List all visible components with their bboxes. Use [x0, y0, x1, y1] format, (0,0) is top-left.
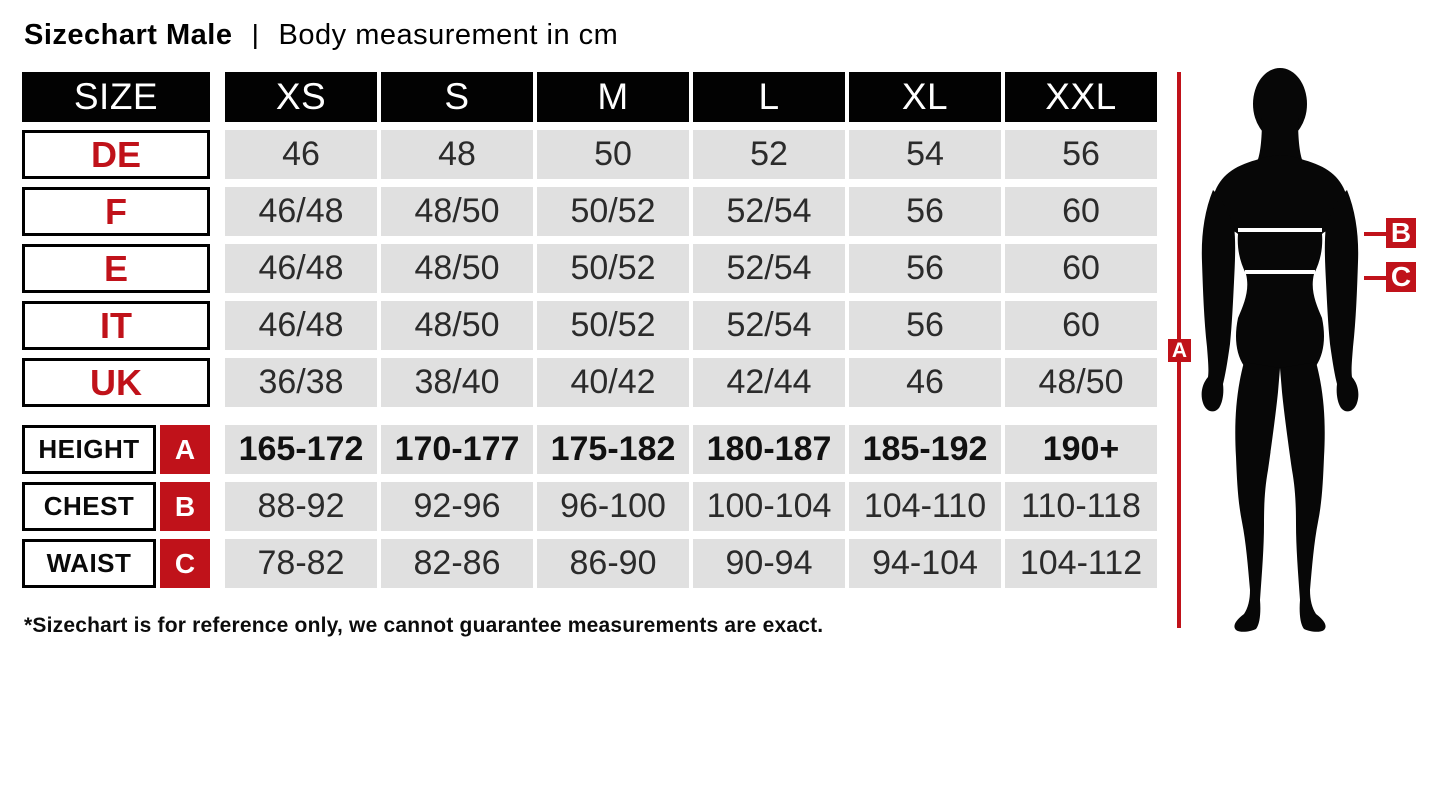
height-cell-xxl: 190+ [1005, 425, 1157, 474]
title-subtitle: Body measurement in cm [278, 19, 619, 51]
column-spacer [214, 482, 221, 531]
size-cell-f-s: 48/50 [381, 187, 533, 236]
column-header-size: SIZE [22, 72, 210, 122]
column-header-l: L [693, 72, 845, 122]
marker-a-cell: A [160, 425, 210, 474]
waist-cell-l: 90-94 [693, 539, 845, 588]
size-cell-de-s: 48 [381, 130, 533, 179]
height-cell-xl: 185-192 [849, 425, 1001, 474]
figure-marker-a: A [1168, 339, 1191, 362]
size-cell-it-xxl: 60 [1005, 301, 1157, 350]
body-measurement-table: HEIGHT A 165-172 170-177 175-182 180-187… [22, 425, 1157, 588]
size-cell-uk-xl: 46 [849, 358, 1001, 407]
size-cell-uk-xxl: 48/50 [1005, 358, 1157, 407]
size-cell-uk-l: 42/44 [693, 358, 845, 407]
column-spacer [214, 72, 221, 122]
size-cell-it-m: 50/52 [537, 301, 689, 350]
size-cell-de-xl: 54 [849, 130, 1001, 179]
size-cell-uk-xs: 36/38 [225, 358, 377, 407]
column-spacer [214, 539, 221, 588]
chest-cell-xxl: 110-118 [1005, 482, 1157, 531]
column-spacer [214, 301, 221, 350]
page-title: Sizechart Male | Body measurement in cm [24, 16, 618, 54]
size-cell-f-m: 50/52 [537, 187, 689, 236]
row-label-uk: UK [22, 358, 210, 407]
size-cell-e-m: 50/52 [537, 244, 689, 293]
height-cell-xs: 165-172 [225, 425, 377, 474]
title-main: Sizechart Male [24, 19, 233, 51]
chest-cell-xs: 88-92 [225, 482, 377, 531]
row-label-chest: CHEST [22, 482, 156, 531]
size-cell-it-l: 52/54 [693, 301, 845, 350]
waist-cell-xs: 78-82 [225, 539, 377, 588]
size-cell-f-l: 52/54 [693, 187, 845, 236]
size-conversion-table: SIZE XS S M L XL XXL DE 46 48 50 52 54 5… [22, 72, 1157, 407]
size-cell-de-xs: 46 [225, 130, 377, 179]
size-cell-e-xxl: 60 [1005, 244, 1157, 293]
size-cell-e-xs: 46/48 [225, 244, 377, 293]
marker-c-cell: C [160, 539, 210, 588]
height-measure-line [1177, 72, 1181, 628]
size-cell-de-l: 52 [693, 130, 845, 179]
column-spacer [214, 130, 221, 179]
waist-cell-m: 86-90 [537, 539, 689, 588]
row-label-height: HEIGHT [22, 425, 156, 474]
male-silhouette-image [1201, 68, 1359, 632]
column-header-xxl: XXL [1005, 72, 1157, 122]
size-cell-de-m: 50 [537, 130, 689, 179]
column-spacer [214, 425, 221, 474]
column-spacer [214, 358, 221, 407]
footnote: *Sizechart is for reference only, we can… [24, 614, 824, 637]
row-label-e: E [22, 244, 210, 293]
waist-cell-xxl: 104-112 [1005, 539, 1157, 588]
height-cell-m: 175-182 [537, 425, 689, 474]
waist-cell-s: 82-86 [381, 539, 533, 588]
figure-marker-c: C [1386, 261, 1416, 292]
size-cell-f-xs: 46/48 [225, 187, 377, 236]
waist-line [1245, 270, 1315, 274]
height-cell-l: 180-187 [693, 425, 845, 474]
size-cell-uk-s: 38/40 [381, 358, 533, 407]
size-cell-it-xl: 56 [849, 301, 1001, 350]
column-header-xs: XS [225, 72, 377, 122]
size-cell-uk-m: 40/42 [537, 358, 689, 407]
size-cell-de-xxl: 56 [1005, 130, 1157, 179]
size-cell-it-s: 48/50 [381, 301, 533, 350]
chest-line [1238, 228, 1322, 232]
column-header-s: S [381, 72, 533, 122]
size-cell-it-xs: 46/48 [225, 301, 377, 350]
chest-cell-xl: 104-110 [849, 482, 1001, 531]
column-spacer [214, 244, 221, 293]
column-spacer [214, 187, 221, 236]
marker-b-cell: B [160, 482, 210, 531]
waist-cell-xl: 94-104 [849, 539, 1001, 588]
size-cell-e-s: 48/50 [381, 244, 533, 293]
chest-cell-m: 96-100 [537, 482, 689, 531]
figure-marker-b: B [1386, 217, 1416, 248]
row-label-f: F [22, 187, 210, 236]
row-label-waist: WAIST [22, 539, 156, 588]
chest-cell-s: 92-96 [381, 482, 533, 531]
chest-marker-connector [1364, 232, 1386, 236]
row-label-de: DE [22, 130, 210, 179]
height-cell-s: 170-177 [381, 425, 533, 474]
row-label-it: IT [22, 301, 210, 350]
title-separator-bar: | [251, 20, 260, 50]
column-header-m: M [537, 72, 689, 122]
column-header-xl: XL [849, 72, 1001, 122]
size-cell-f-xxl: 60 [1005, 187, 1157, 236]
size-cell-f-xl: 56 [849, 187, 1001, 236]
size-cell-e-l: 52/54 [693, 244, 845, 293]
size-cell-e-xl: 56 [849, 244, 1001, 293]
waist-marker-connector [1364, 276, 1386, 280]
chest-cell-l: 100-104 [693, 482, 845, 531]
